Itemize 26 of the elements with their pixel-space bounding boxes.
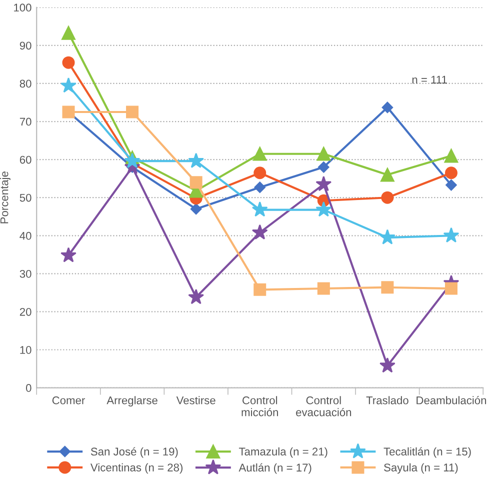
y-tick-label: 30 bbox=[20, 270, 32, 278]
x-tick-label: Arreglarse bbox=[106, 396, 158, 406]
legend-label: Autlán (n = 17) bbox=[238, 463, 312, 474]
y-tick-label: 0 bbox=[26, 384, 32, 392]
y-tick-label: 90 bbox=[20, 42, 32, 50]
legend-label: Vicentinas (n = 28) bbox=[90, 463, 182, 474]
annotation: n = 111 bbox=[412, 76, 447, 84]
x-tick-label: Control evacuación bbox=[296, 396, 352, 416]
y-tick-label: 20 bbox=[20, 308, 32, 316]
x-tick-label: Vestirse bbox=[176, 396, 216, 404]
legend-label: Sayula (n = 11) bbox=[384, 463, 458, 474]
x-tick-label: Deambulación bbox=[416, 396, 486, 404]
y-tick-label: 60 bbox=[20, 156, 32, 164]
y-tick-label: 10 bbox=[20, 346, 32, 354]
y-tick-label: 80 bbox=[20, 80, 32, 88]
y-axis-title: Porcentaje bbox=[0, 172, 10, 224]
y-tick-label: 70 bbox=[20, 118, 32, 126]
y-tick-label: 40 bbox=[20, 232, 32, 240]
x-tick-label: Comer bbox=[52, 396, 85, 404]
legend-label: San José (n = 19) bbox=[90, 447, 178, 458]
legend-label: Tamazula (n = 21) bbox=[238, 447, 328, 458]
y-tick-label: 100 bbox=[14, 4, 32, 12]
x-tick-label: Control micción bbox=[242, 396, 278, 416]
x-tick-label: Traslado bbox=[366, 396, 408, 404]
legend-label: Tecalitlán (n = 15) bbox=[384, 447, 471, 458]
y-tick-label: 50 bbox=[20, 194, 32, 202]
